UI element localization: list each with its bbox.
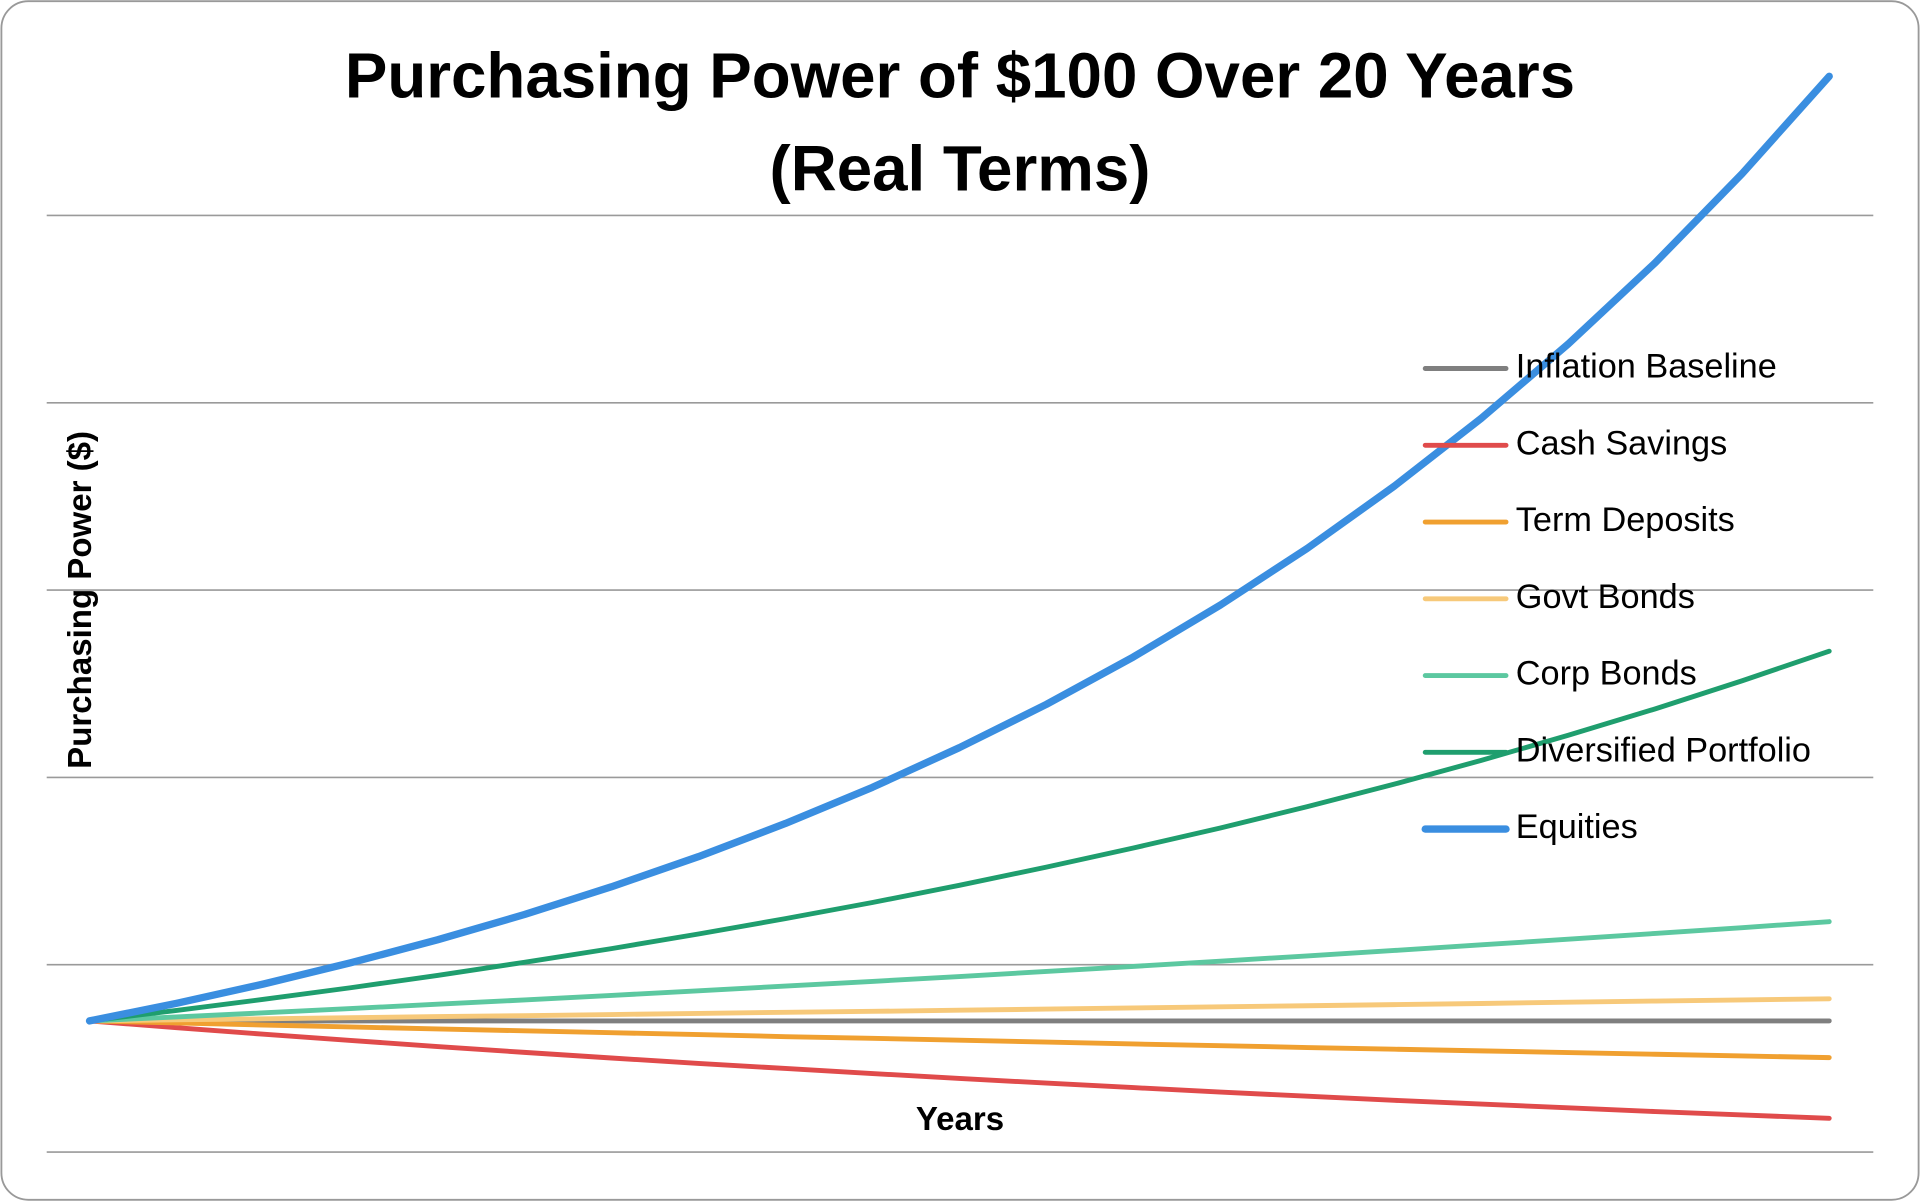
legend-label: Corp Bonds: [1516, 655, 1697, 693]
chart-title: Purchasing Power of $100 Over 20 Years: [345, 41, 1575, 112]
series-line: [87, 919, 1832, 1024]
x-axis-label: Years: [916, 1101, 1004, 1138]
series-line: [87, 648, 1832, 1024]
series-line: [87, 1018, 1832, 1061]
series-line: [87, 1018, 1832, 1121]
legend-label: Equities: [1516, 808, 1638, 846]
legend-label: Govt Bonds: [1516, 578, 1695, 616]
series-line: [87, 996, 1832, 1024]
legend-label: Cash Savings: [1516, 424, 1727, 462]
series-line: [85, 72, 1833, 1025]
legend-label: Term Deposits: [1516, 501, 1735, 539]
legend-label: Inflation Baseline: [1516, 348, 1777, 386]
y-axis-label: Purchasing Power ($): [62, 431, 99, 769]
legend-label: Diversified Portfolio: [1516, 731, 1811, 769]
chart-title: (Real Terms): [770, 134, 1151, 205]
